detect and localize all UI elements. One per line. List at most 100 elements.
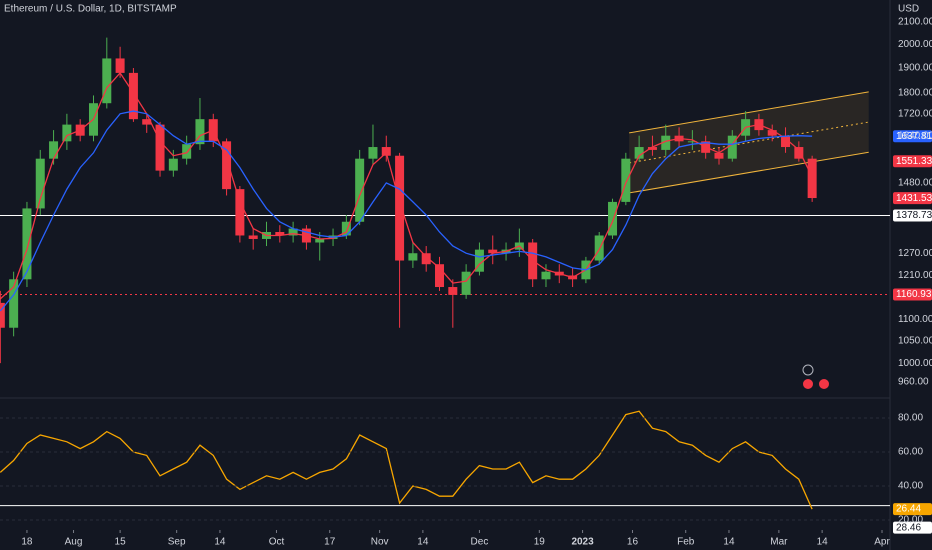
y-tick-label: 1640.00	[898, 130, 932, 141]
candle-body	[102, 58, 112, 104]
x-tick-label: 17	[324, 537, 336, 548]
x-tick-label: 14	[214, 537, 226, 548]
price-badge	[893, 155, 932, 168]
candle-body	[62, 124, 72, 142]
price-badge	[893, 288, 932, 301]
x-tick-label: 16	[627, 537, 639, 548]
candle-body	[661, 135, 671, 150]
x-tick-label: Apr	[874, 537, 890, 548]
candle-body	[381, 147, 391, 156]
candle-body	[408, 253, 418, 261]
x-tick-label: 14	[723, 537, 735, 548]
price-badge	[893, 209, 932, 222]
candle-body	[594, 235, 604, 261]
candle-body	[488, 249, 498, 254]
y-tick-label: 1900.00	[898, 63, 932, 74]
x-tick-label: 14	[817, 537, 829, 548]
candle-body	[767, 130, 777, 136]
x-tick-label: 19	[534, 537, 546, 548]
candle-body	[155, 124, 165, 171]
price-badge	[893, 130, 932, 143]
candle-body	[647, 147, 657, 150]
event-icon	[803, 379, 813, 389]
candle-body	[115, 58, 125, 73]
y-tick-label: 1720.00	[898, 108, 932, 119]
channel-upper	[629, 91, 869, 134]
candle-body	[714, 152, 724, 159]
y-tick-label: 960.00	[898, 377, 929, 388]
candle-body	[22, 208, 32, 280]
y-tick-label: 1100.00	[898, 314, 932, 325]
candle-body	[355, 158, 365, 222]
candle-body	[128, 72, 138, 120]
candle-body	[794, 147, 804, 159]
indicator-line	[0, 110, 813, 312]
candle-body	[474, 249, 484, 272]
candle-body	[727, 135, 737, 159]
y-tick-label: 80.00	[898, 413, 923, 424]
x-tick-label: 14	[417, 537, 429, 548]
price-badge-label: 1378.73	[896, 210, 932, 221]
price-badge	[893, 192, 932, 205]
x-tick-label: Sep	[168, 537, 186, 548]
candle-body	[275, 232, 285, 236]
channel-lower	[629, 151, 869, 194]
price-badge	[893, 521, 932, 534]
chart-title: Ethereum / U.S. Dollar, 1D, BITSTAMP	[4, 4, 177, 15]
x-tick-label: 18	[21, 537, 33, 548]
candle-body	[621, 158, 631, 202]
price-badge-label: 1637.81	[896, 131, 932, 142]
x-tick-label: Oct	[269, 537, 285, 548]
x-tick-label: Dec	[471, 537, 489, 548]
candle-body	[248, 235, 258, 239]
indicator-line	[0, 71, 813, 300]
price-badge-label: 28.46	[896, 522, 921, 533]
event-icon	[819, 379, 829, 389]
event-icon	[802, 364, 814, 376]
candle-body	[49, 141, 59, 159]
axis-unit: USD	[898, 4, 919, 15]
y-tick-label: 1210.00	[898, 270, 932, 281]
x-tick-label: Nov	[371, 537, 389, 548]
price-badge-label: 26.44	[896, 504, 921, 515]
y-tick-label: 1800.00	[898, 88, 932, 99]
candle-body	[222, 141, 232, 190]
y-tick-label: 2100.00	[898, 17, 932, 28]
indicator-line	[0, 410, 813, 510]
price-badge-label: 1431.53	[896, 193, 932, 204]
y-tick-label: 1050.00	[898, 335, 932, 346]
candle-body	[341, 221, 351, 236]
candle-body	[781, 135, 791, 148]
price-badge	[893, 503, 932, 516]
x-tick-label: Mar	[770, 537, 788, 548]
y-tick-label: 60.00	[898, 447, 923, 458]
candle-body	[634, 147, 644, 159]
y-tick-label: 2000.00	[898, 39, 932, 50]
y-tick-label: 1480.00	[898, 178, 932, 189]
candle-body	[315, 238, 325, 243]
y-tick-label: 20.00	[898, 515, 923, 526]
candle-body	[288, 228, 298, 236]
price-badge-label: 1551.33	[896, 156, 932, 167]
candle-body	[0, 302, 5, 328]
x-tick-label: Aug	[65, 537, 83, 548]
candle-body	[168, 158, 178, 171]
candle-body	[461, 271, 471, 295]
candle-body	[807, 158, 817, 199]
x-tick-label: Feb	[677, 537, 695, 548]
candle-body	[448, 287, 458, 295]
candle-body	[421, 253, 431, 265]
candle-body	[235, 189, 245, 236]
candle-body	[35, 158, 45, 209]
candle-body	[541, 271, 551, 280]
candle-body	[182, 144, 192, 159]
candle-body	[435, 264, 445, 288]
y-tick-label: 40.00	[898, 481, 923, 492]
x-tick-label: 2023	[571, 537, 594, 548]
candle-body	[395, 155, 405, 261]
candle-body	[687, 141, 697, 143]
y-tick-label: 1000.00	[898, 358, 932, 369]
candle-body	[195, 119, 205, 145]
y-tick-label: 1270.00	[898, 248, 932, 259]
price-badge-label: 1160.93	[896, 289, 932, 300]
